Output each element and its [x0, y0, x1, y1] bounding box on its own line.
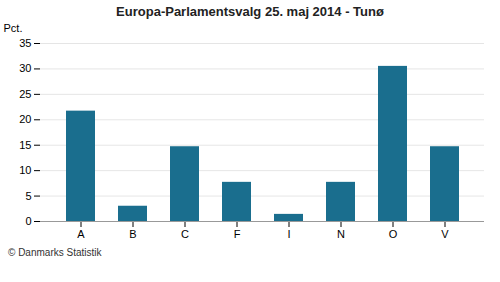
svg-text:C: C	[181, 228, 189, 240]
svg-text:15: 15	[19, 139, 31, 151]
svg-text:Pct.: Pct.	[4, 22, 23, 34]
svg-text:5: 5	[25, 190, 31, 202]
svg-text:0: 0	[25, 215, 31, 227]
svg-text:N: N	[337, 228, 345, 240]
html-text:Europa-Parlamentsvalg 25. maj: Europa-Parlamentsvalg 25. maj 2014 - Tun…	[116, 4, 384, 19]
svg-text:20: 20	[19, 113, 31, 125]
svg-text:V: V	[441, 228, 449, 240]
html-text:© Danmarks Statistik: © Danmarks Statistik	[8, 247, 102, 258]
svg-text:F: F	[234, 228, 241, 240]
svg-text:30: 30	[19, 62, 31, 74]
svg-text:I: I	[287, 228, 290, 240]
svg-text:25: 25	[19, 88, 31, 100]
svg-text:A: A	[77, 228, 85, 240]
svg-text:O: O	[389, 228, 398, 240]
svg-text:35: 35	[19, 37, 31, 49]
svg-text:B: B	[129, 228, 136, 240]
svg-text:10: 10	[19, 164, 31, 176]
